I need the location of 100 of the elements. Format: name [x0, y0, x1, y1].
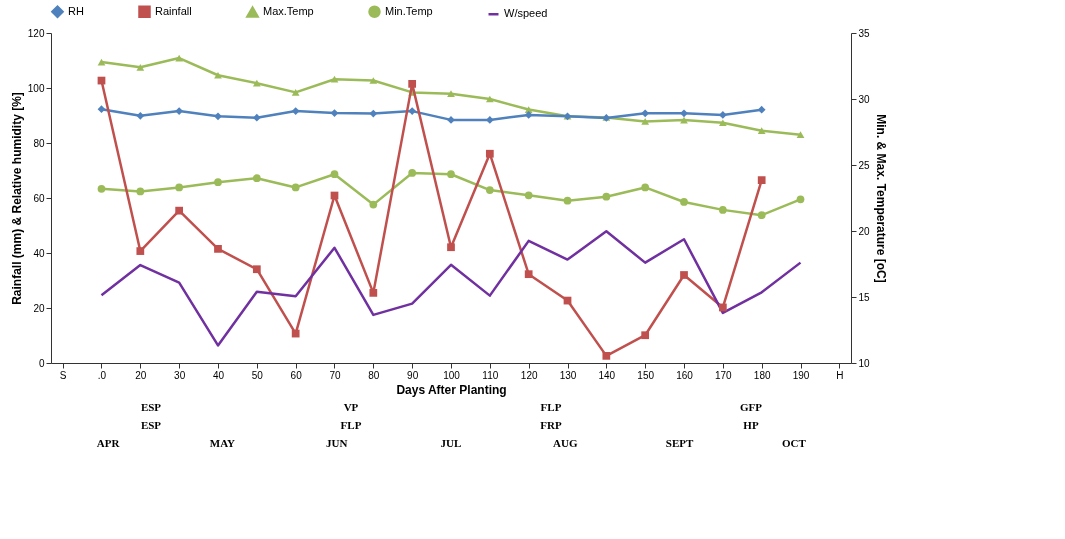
- point: [718, 206, 727, 214]
- x-tick-label: 190: [792, 369, 810, 381]
- point: [214, 112, 222, 121]
- point: [214, 71, 222, 79]
- point: [291, 329, 300, 338]
- y2-axis-title: Min. & Max. Temperature [oC]: [873, 114, 888, 283]
- point: [408, 169, 417, 177]
- x-tick-label: .0: [97, 369, 107, 381]
- point: [680, 198, 688, 206]
- y2-tick-label: 35: [858, 27, 871, 39]
- point: [408, 80, 417, 88]
- legend-label: RH: [68, 4, 84, 17]
- point: [602, 192, 611, 201]
- y2-tick-label: 15: [858, 291, 871, 303]
- legend-label: W/speed: [504, 7, 548, 20]
- point: [97, 58, 106, 66]
- point: [369, 109, 378, 118]
- x-tick-label: 90: [407, 369, 419, 381]
- point: [641, 183, 650, 192]
- point: [602, 351, 611, 360]
- point: [485, 149, 494, 158]
- text: FRP: [540, 419, 562, 431]
- text: AUG: [553, 437, 578, 449]
- y-tick-label: 20: [33, 302, 45, 314]
- point: [330, 75, 339, 83]
- x-tick-label: 60: [290, 369, 303, 381]
- point: [175, 183, 184, 192]
- x-tick-label: S: [59, 369, 67, 381]
- point: [757, 176, 766, 184]
- x-tick-label: 140: [598, 369, 616, 381]
- point: [680, 109, 688, 118]
- line-series: [100, 230, 802, 347]
- point: [291, 183, 300, 192]
- x-tick-label: 160: [676, 369, 694, 381]
- point: [408, 107, 417, 115]
- text: HP: [743, 419, 759, 431]
- point: [330, 170, 339, 179]
- point: [757, 211, 766, 220]
- point: [291, 107, 300, 115]
- point: [136, 187, 145, 196]
- point: [447, 170, 455, 179]
- point: [136, 247, 145, 255]
- point: [136, 111, 145, 120]
- point: [524, 270, 533, 279]
- y-tick-label: 0: [38, 357, 45, 369]
- text: JUL: [440, 437, 462, 449]
- point: [563, 196, 572, 205]
- point: [796, 195, 805, 204]
- point: [718, 303, 727, 312]
- x-tick-label: 180: [753, 369, 771, 381]
- x-tick-label: 110: [482, 369, 499, 381]
- point: [369, 289, 378, 297]
- legend-label: Max.Temp: [263, 5, 314, 18]
- text: GFP: [740, 401, 763, 413]
- x-tick-label: H: [836, 369, 844, 381]
- point: [641, 331, 650, 340]
- y2-tick-label: 10: [858, 357, 871, 369]
- text: FLP: [340, 419, 362, 431]
- x-tick-label: 70: [329, 369, 341, 381]
- text: FLP: [540, 401, 562, 413]
- point: [680, 271, 688, 279]
- point: [252, 265, 261, 274]
- y2-tick-label: 25: [858, 159, 871, 171]
- y-tick-label: 120: [27, 27, 45, 39]
- point: [757, 127, 766, 135]
- point: [524, 111, 533, 119]
- point: [252, 79, 261, 87]
- point: [252, 113, 261, 122]
- text: JUN: [326, 437, 348, 449]
- y-tick-label: 100: [27, 82, 45, 94]
- x-tick-label: 130: [559, 369, 577, 381]
- point: [97, 105, 106, 114]
- point: [214, 245, 222, 253]
- point: [757, 105, 766, 114]
- point: [214, 178, 222, 187]
- point: [369, 77, 378, 84]
- point: [718, 119, 727, 127]
- x-tick-label: 120: [520, 369, 538, 381]
- point: [524, 191, 533, 200]
- point: [641, 118, 650, 125]
- point: [291, 89, 300, 96]
- point: [369, 200, 378, 209]
- y2-tick-label: 30: [858, 93, 871, 105]
- point: [136, 63, 145, 71]
- x-tick-label: 100: [443, 369, 461, 381]
- legend-label: Rainfall: [155, 4, 192, 17]
- point: [447, 90, 455, 98]
- text: ESP: [140, 419, 162, 431]
- text: OCT: [781, 437, 807, 449]
- text: MAY: [209, 437, 236, 449]
- y-tick-label: 80: [33, 137, 45, 149]
- point: [175, 107, 184, 115]
- point: [330, 109, 339, 117]
- point: [97, 184, 106, 193]
- legend-label: Min.Temp: [385, 4, 433, 17]
- x-axis-title: Days After Planting: [396, 382, 507, 397]
- point: [796, 131, 805, 138]
- x-tick-label: 170: [715, 369, 733, 381]
- point: [252, 174, 261, 183]
- point: [485, 186, 494, 194]
